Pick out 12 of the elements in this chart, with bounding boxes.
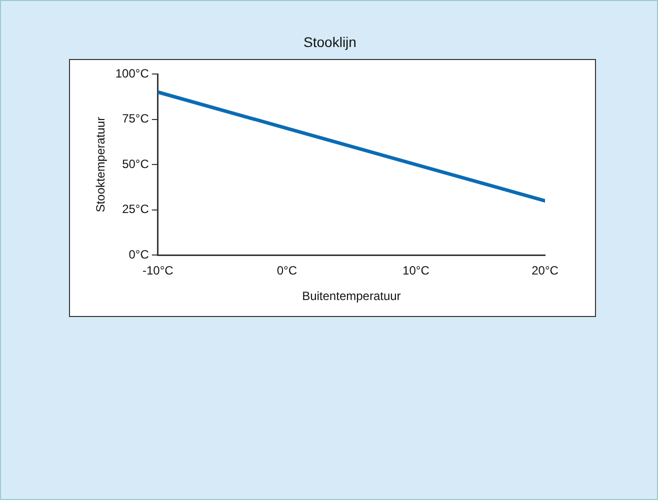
y-axis-title: Stooktemperatuur [94, 116, 108, 212]
chart-title: Stooklijn [302, 34, 358, 50]
y-tick-label: 50°C [122, 156, 150, 171]
x-tick-label: -10°C [142, 264, 174, 278]
y-tick-label: 0°C [128, 248, 150, 262]
x-tick-label: 0°C [276, 264, 298, 278]
y-tick-label: 75°C [122, 112, 150, 126]
y-tick-label: 25°C [122, 202, 150, 216]
x-tick-label: 20°C [532, 264, 559, 278]
y-tick-label: 100°C [115, 66, 150, 80]
x-axis-title: Buitentemperatuur [302, 289, 401, 304]
x-tick-label: 10°C [402, 264, 430, 278]
